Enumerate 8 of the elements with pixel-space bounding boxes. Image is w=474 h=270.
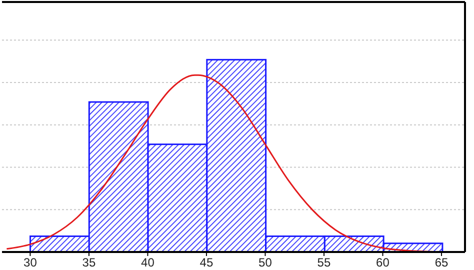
x-tick-label: 50 [258,256,272,270]
x-tick-label: 55 [317,256,331,270]
x-tick-label: 35 [82,256,96,270]
x-tick-label: 40 [141,256,155,270]
x-tick-label: 65 [434,256,448,270]
x-tick-label: 45 [200,256,214,270]
x-tick-label: 60 [376,256,390,270]
x-tick-label: 30 [24,256,38,270]
